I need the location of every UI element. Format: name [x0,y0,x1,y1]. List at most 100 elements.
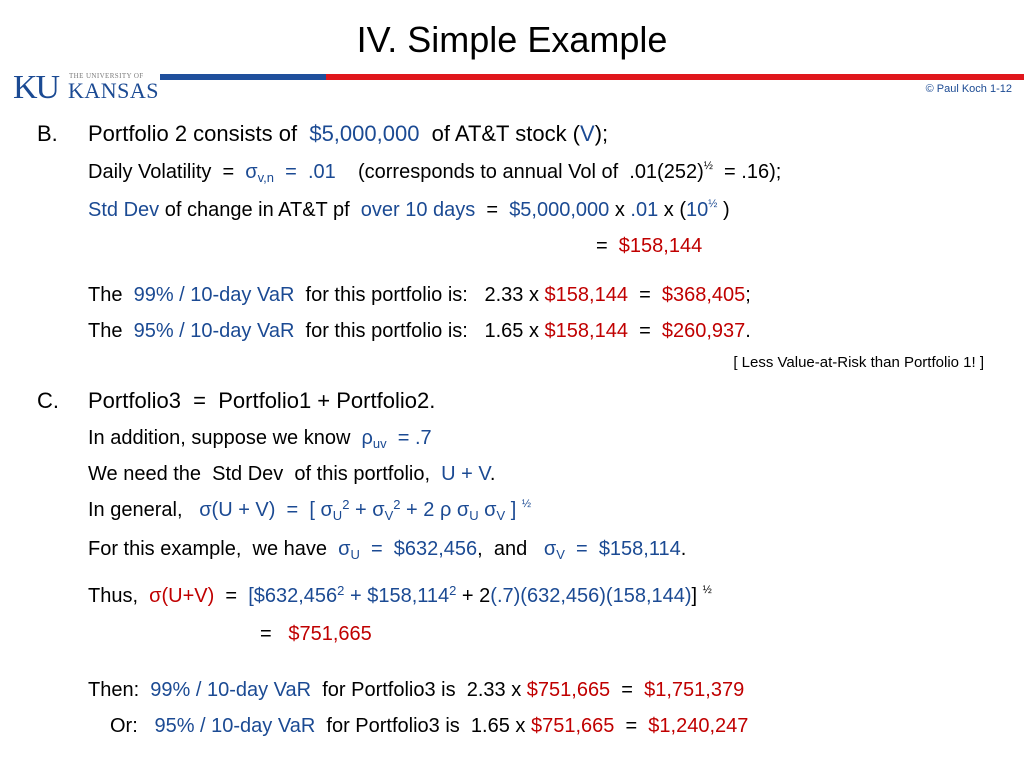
rho-sub: uv [372,436,387,451]
text: , and [477,538,544,560]
text: . [489,463,496,485]
section-b-line2: Daily Volatility = σv,n = .01 (correspon… [88,159,781,185]
text: Portfolio 2 consists of [88,121,310,146]
section-c-line8: Then: 99% / 10-day VaR for Portfolio3 is… [88,677,744,703]
text: + σ [349,499,385,521]
sub-v: V [556,547,565,562]
text: Then: [88,679,151,701]
section-b-line6: The 95% / 10-day VaR for this portfolio … [88,318,751,344]
text: = [614,715,649,737]
text: (.7)(632,456)(158,144) [490,585,692,607]
sigma: σ [245,161,258,183]
result: $751,665 [288,623,372,645]
copyright-text: © Paul Koch 1-12 [925,83,1012,95]
ten: 10 [686,199,709,221]
section-c-line7: = $751,665 [260,621,372,647]
sigma-u: σ [338,538,351,560]
text: ] [505,499,522,521]
text: for this portfolio is: 1.65 x [294,320,545,342]
var-label: 99% / 10-day VaR [150,679,312,701]
std-dev: Std Dev [88,199,160,221]
amount: $5,000,000 [309,121,420,146]
std-dev-value: $751,665 [526,679,611,701]
header-bar-red [326,74,1024,80]
v-symbol: V [580,121,595,146]
half-exponent: ½ [702,584,712,596]
amount: $5,000,000 [509,199,610,221]
section-c-line3: We need the Std Dev of this portfolio, U… [88,461,495,487]
text: Or: [110,715,155,737]
logo-kansas: KANSAS [68,78,160,103]
sigma-v-value: = $158,114 [564,538,681,560]
slide-title: IV. Simple Example [356,19,668,60]
text: In addition, suppose we know [88,427,362,449]
text: [$632,456 [248,585,338,607]
sub: V [496,508,506,523]
text: + 2 ρ σ [400,499,470,521]
sup: 2 [393,497,401,512]
var-label: 99% / 10-day VaR [133,284,295,306]
text: (corresponds to annual Vol of .01(252) [335,161,704,183]
sigma-uv: σ(U+V) [149,585,215,607]
section-c-line4: In general, σ(U + V) = [ σU2 + σV2 + 2 ρ… [88,497,531,523]
result: $1,751,379 [644,679,745,701]
text: x ( [658,199,687,221]
section-b-label: B. [37,121,58,146]
section-b-line3: Std Dev of change in AT&T pf over 10 day… [88,197,730,223]
logo-university: THE UNIVERSITY OF [69,72,144,80]
text: ; [745,284,751,306]
half-exponent: ½ [521,498,532,510]
text: The [88,320,134,342]
text: for this portfolio is: 2.33 x [294,284,545,306]
text: σ [478,499,497,521]
section-c-line2: In addition, suppose we know ρuv = .7 [88,425,432,451]
section-c-line1: Portfolio3 = Portfolio1 + Portfolio2. [88,388,436,413]
std-dev-value: $158,144 [544,320,628,342]
section-c-line5: For this example, we have σU = $632,456,… [88,536,686,562]
rho-value: = .7 [386,427,432,449]
sup: 2 [449,583,457,598]
sigma-u-value: = $632,456 [359,538,478,560]
text: + 2 [456,585,491,607]
result: $1,240,247 [648,715,749,737]
result: $260,937 [661,320,746,342]
text: σ(U + V) = [ σ [199,499,333,521]
formula: σ(U + V) = [ σU2 + σV2 + 2 ρ σU σV ] ½ [199,497,532,523]
text: for Portfolio3 is 1.65 x [315,715,531,737]
section-c-label: C. [37,388,59,413]
vol: .01 [630,199,659,221]
section-b-line1: Portfolio 2 consists of $5,000,000 of AT… [88,120,608,148]
over-10-days: over 10 days [360,199,476,221]
var-label: 95% / 10-day VaR [154,715,316,737]
text: = .16); [712,161,782,183]
text: = [475,199,510,221]
section-c-line9: Or: 95% / 10-day VaR for Portfolio3 is 1… [110,713,748,739]
text: For this example, we have [88,538,339,560]
text: = [596,235,619,257]
sup: 2 [342,497,350,512]
text: . [745,320,751,342]
text: . [680,538,687,560]
result: $368,405 [661,284,746,306]
sub: V [384,508,394,523]
sigma-sub: v,n [257,170,275,185]
half-exponent: ½ [703,160,713,172]
half-exponent: ½ [708,198,718,210]
text: = [627,320,662,342]
section-b-line4: = $158,144 [596,233,702,259]
text: ); [594,121,609,146]
text: Thus, [88,585,150,607]
logo-ku: KU [13,69,60,106]
sub: U [469,508,479,523]
section-c-line6: Thus, σ(U+V) = [$632,4562 + $158,1142 + … [88,583,712,609]
section-b-line5: The 99% / 10-day VaR for this portfolio … [88,282,751,308]
text: In general, [88,499,200,521]
header-bar-blue [160,74,326,80]
var-label: 95% / 10-day VaR [133,320,295,342]
text: + $158,114 [344,585,450,607]
text: ] [691,585,698,607]
sup: 2 [337,583,345,598]
u-plus-v: U + V [441,463,490,485]
text: = [214,585,249,607]
text: We need the Std Dev of this portfolio, [88,463,442,485]
